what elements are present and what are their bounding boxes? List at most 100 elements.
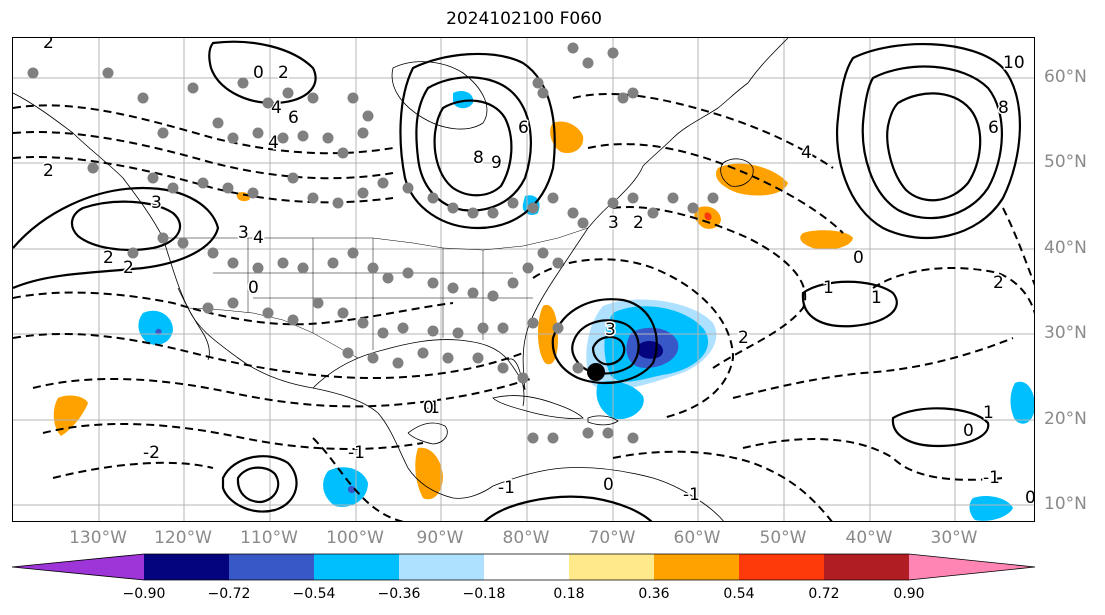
station-marker xyxy=(452,327,464,339)
contour-label: 2 xyxy=(633,213,644,233)
station-marker xyxy=(477,322,489,334)
station-marker xyxy=(27,67,39,79)
station-marker xyxy=(447,202,459,214)
station-marker xyxy=(427,325,439,337)
station-marker xyxy=(497,362,509,374)
station-marker xyxy=(627,432,639,444)
contour-label: 3 xyxy=(151,193,162,213)
station-marker xyxy=(647,207,659,219)
latitude-label: 20°N xyxy=(1044,409,1087,429)
station-marker xyxy=(667,192,679,204)
map-title: 2024102100 F060 xyxy=(446,9,602,29)
contour-line-solid xyxy=(70,200,182,251)
station-marker xyxy=(87,162,99,174)
contour-label: 8 xyxy=(473,148,484,168)
colorbar-extend-max xyxy=(909,554,1035,580)
station-marker xyxy=(402,182,414,194)
border-layer xyxy=(163,227,589,359)
station-marker xyxy=(522,262,534,274)
shaded-region xyxy=(155,328,162,335)
station-marker xyxy=(367,352,379,364)
station-marker xyxy=(222,182,234,194)
contour-label: 2 xyxy=(993,273,1004,293)
shaded-region xyxy=(323,467,368,507)
station-marker xyxy=(532,77,544,89)
station-marker xyxy=(337,307,349,319)
contour-line-solid xyxy=(836,42,1021,240)
contour-line-dashed xyxy=(13,332,524,380)
shaded-region xyxy=(596,381,644,420)
station-marker xyxy=(472,352,484,364)
contour-label: 6 xyxy=(988,118,999,138)
contour-line-dashed xyxy=(13,104,394,155)
station-marker xyxy=(367,262,379,274)
contour-line-dashed xyxy=(1002,207,1034,286)
contour-line-solid xyxy=(891,407,990,448)
south-america-coast xyxy=(492,467,724,521)
yucatan xyxy=(407,422,448,445)
shaded-region xyxy=(53,395,88,436)
station-marker xyxy=(607,197,619,209)
station-marker xyxy=(102,67,114,79)
longitude-label: 100°W xyxy=(326,528,384,548)
contour-label: 0 xyxy=(603,475,614,495)
contour-label: 0 xyxy=(248,278,259,298)
station-marker xyxy=(177,237,189,249)
station-marker xyxy=(332,197,344,209)
station-marker xyxy=(392,357,404,369)
us-canada-border xyxy=(163,227,589,251)
station-marker xyxy=(252,127,264,139)
station-marker xyxy=(627,192,639,204)
contour-line-solid xyxy=(483,495,653,521)
station-marker xyxy=(567,42,579,54)
contour-label: 4 xyxy=(801,143,812,163)
contour-line-dashed xyxy=(532,258,735,419)
shaded-region xyxy=(969,496,1013,521)
contour-line-solid xyxy=(433,99,513,197)
shaded-region xyxy=(704,212,712,221)
colorbar-tick-label: 0.90 xyxy=(893,586,925,602)
longitude-label: 130°W xyxy=(69,528,127,548)
station-marker-layer xyxy=(27,42,719,444)
contour-label: 2 xyxy=(278,63,289,83)
colorbar-segment xyxy=(569,554,654,580)
contour-label: 0 xyxy=(253,63,264,83)
canada-coastline xyxy=(642,82,749,167)
cuba xyxy=(492,395,584,419)
station-marker xyxy=(537,247,549,259)
station-marker xyxy=(137,92,149,104)
station-marker xyxy=(362,110,374,122)
shaded-region xyxy=(800,230,853,250)
station-marker xyxy=(627,87,639,99)
station-marker xyxy=(307,92,319,104)
longitude-label: 70°W xyxy=(588,528,636,548)
contour-line-dashed xyxy=(52,461,214,479)
colorbar-tick-label: −0.36 xyxy=(377,586,421,602)
station-marker xyxy=(287,172,299,184)
contour-label: 1 xyxy=(871,288,882,308)
contour-label: 2 xyxy=(43,38,54,53)
contour-line-dashed xyxy=(872,267,1034,315)
contour-label: -1 xyxy=(683,485,700,505)
colorbar-extend-min xyxy=(12,554,144,580)
colorbar-tick-label: 0.72 xyxy=(808,586,840,602)
station-marker xyxy=(227,257,239,269)
shaded-region xyxy=(453,91,474,109)
contour-line-dashed xyxy=(742,438,1004,481)
contour-line-solid xyxy=(571,319,640,375)
longitude-label: 90°W xyxy=(416,528,464,548)
greenland-coast xyxy=(747,38,789,84)
station-marker xyxy=(312,297,324,309)
station-marker xyxy=(582,427,594,439)
us-east-coast xyxy=(522,165,644,391)
contour-line-solid xyxy=(13,186,220,290)
contour-line-solid xyxy=(415,76,532,212)
station-marker xyxy=(467,207,479,219)
contour-label: 0 xyxy=(853,248,864,268)
station-marker xyxy=(287,314,299,326)
contour-label: 1 xyxy=(983,403,994,423)
contour-label: -2 xyxy=(143,443,160,463)
longitude-label: 60°W xyxy=(673,528,721,548)
station-marker xyxy=(247,187,259,199)
